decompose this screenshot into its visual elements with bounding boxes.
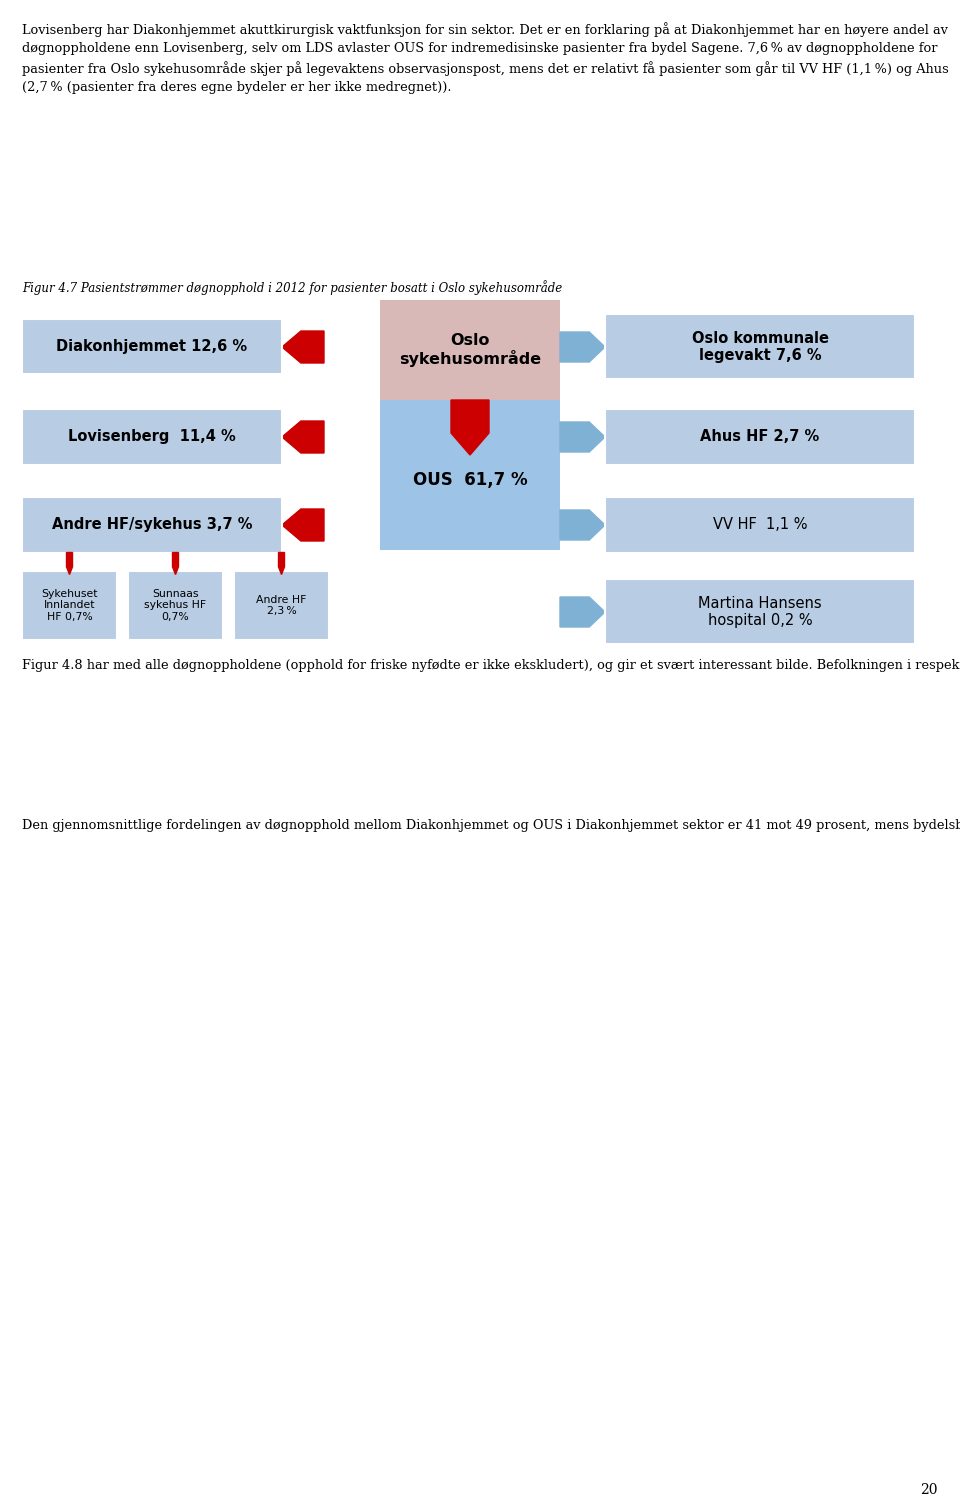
Text: Figur 4.8 har med alle døgnoppholdene (opphold for friske nyfødte er ikke eksklu: Figur 4.8 har med alle døgnoppholdene (o… [22,658,960,671]
FancyArrow shape [282,331,324,363]
FancyBboxPatch shape [380,401,560,550]
FancyArrow shape [451,401,489,455]
FancyBboxPatch shape [22,410,282,464]
Text: Martina Hansens
hospital 0,2 %: Martina Hansens hospital 0,2 % [698,596,822,627]
Text: Lovisenberg har Diakonhjemmet akuttkirurgisk vaktfunksjon for sin sektor. Det er: Lovisenberg har Diakonhjemmet akuttkirur… [22,23,948,94]
Text: Figur 4.7 Pasientstrømmer døgnopphold i 2012 for pasienter bosatt i Oslo sykehus: Figur 4.7 Pasientstrømmer døgnopphold i … [22,280,563,295]
FancyBboxPatch shape [605,497,915,552]
Text: Sunnaas
sykehus HF
0,7%: Sunnaas sykehus HF 0,7% [144,588,206,621]
Text: Andre HF/sykehus 3,7 %: Andre HF/sykehus 3,7 % [52,517,252,532]
FancyArrow shape [282,510,324,541]
FancyBboxPatch shape [128,570,223,641]
FancyBboxPatch shape [22,319,282,375]
Text: VV HF  1,1 %: VV HF 1,1 % [712,517,807,532]
Text: Sykehuset
Innlandet
HF 0,7%: Sykehuset Innlandet HF 0,7% [41,588,98,621]
FancyArrow shape [173,552,179,575]
Text: Oslo
sykehusområde: Oslo sykehusområde [399,333,541,367]
FancyArrow shape [560,510,605,540]
FancyBboxPatch shape [605,314,915,380]
Text: OUS  61,7 %: OUS 61,7 % [413,472,527,488]
FancyBboxPatch shape [234,570,329,641]
Text: Ahus HF 2,7 %: Ahus HF 2,7 % [701,429,820,445]
Text: 20: 20 [921,1483,938,1497]
FancyArrow shape [66,552,73,575]
Text: Oslo kommunale
legevakt 7,6 %: Oslo kommunale legevakt 7,6 % [691,331,828,363]
FancyBboxPatch shape [605,410,915,464]
FancyBboxPatch shape [22,570,117,641]
FancyArrow shape [560,597,605,627]
FancyArrow shape [560,333,605,361]
FancyBboxPatch shape [380,299,560,401]
Text: Den gjennomsnittlige fordelingen av døgnopphold mellom Diakonhjemmet og OUS i Di: Den gjennomsnittlige fordelingen av døgn… [22,816,960,832]
FancyBboxPatch shape [605,579,915,644]
FancyArrow shape [278,552,284,575]
Text: Lovisenberg  11,4 %: Lovisenberg 11,4 % [68,429,236,445]
Text: Andre HF
2,3 %: Andre HF 2,3 % [256,594,306,617]
Text: Diakonhjemmet 12,6 %: Diakonhjemmet 12,6 % [57,340,248,354]
FancyArrow shape [282,420,324,454]
FancyArrow shape [560,422,605,452]
FancyBboxPatch shape [22,497,282,552]
